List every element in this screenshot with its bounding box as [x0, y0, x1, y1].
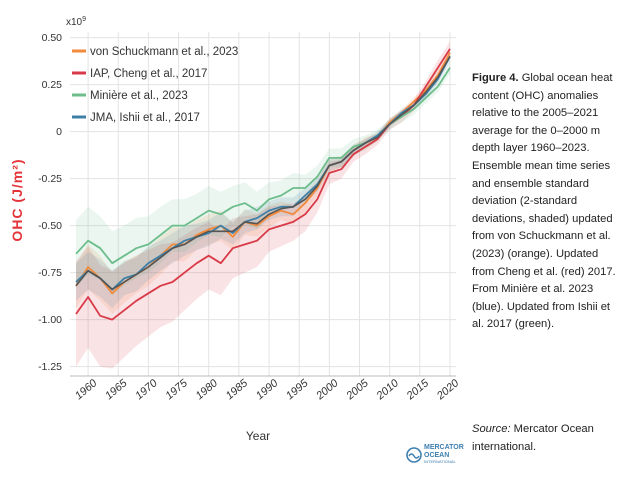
x-tick-label-9: 2005	[344, 377, 372, 403]
y-tick-label-5: -0.75	[38, 267, 62, 279]
y-tick-label-7: -1.25	[38, 361, 62, 373]
x-tick-label-1: 1965	[103, 377, 130, 402]
x-tick-label-5: 1985	[224, 377, 251, 402]
logo-line-3: INTERNATIONAL	[424, 459, 456, 464]
y-axis-multiplier: x109	[66, 16, 86, 28]
x-tick-label-2: 1970	[133, 377, 160, 402]
x-tick-label-0: 1960	[73, 377, 100, 402]
y-tick-label-3: -0.25	[38, 173, 62, 185]
y-tick-label-4: -0.50	[38, 220, 62, 232]
y-axis-ticks: 0.50 0.25 0 -0.25 -0.50 -0.75 -1.00 -1.25	[38, 32, 62, 373]
x-tick-label-6: 1990	[254, 377, 281, 402]
x-axis-ticks: 1960 1965 1970 1975 1980 1985 1990 1995 2000 2005…	[73, 377, 462, 403]
x-tick-label-4: 1980	[194, 377, 221, 402]
y-axis-title: OHC (J/m²)	[9, 158, 25, 241]
chart-grid	[70, 32, 456, 377]
figure-caption: Figure 4. Global ocean heat content (OHC…	[472, 70, 622, 334]
figure-label: Figure 4.	[472, 72, 519, 84]
source-label: Source:	[472, 423, 511, 435]
x-axis-title: Year	[246, 429, 270, 443]
x-tick-label-12: 2020	[434, 377, 462, 403]
series-lines	[75, 48, 451, 321]
logo-line-1: MERCATOR	[424, 444, 464, 451]
legend-label-2: Minière et al., 2023	[90, 90, 188, 102]
legend-label-0: von Schuckmann et al., 2023	[90, 46, 238, 58]
figure-source: Source: Mercator Ocean international.	[472, 421, 622, 456]
line-ensemble-mean	[75, 55, 451, 291]
source-text: Mercator Ocean international.	[472, 423, 594, 453]
logo-wave-icon	[406, 447, 422, 463]
y-tick-label-0: 0.50	[42, 32, 63, 44]
x-tick-label-11: 2015	[404, 377, 432, 403]
x-tick-label-3: 1975	[163, 377, 190, 402]
mercator-ocean-logo: MERCATOR OCEAN INTERNATIONAL	[406, 444, 464, 464]
band-series-3	[76, 50, 450, 309]
x-tick-label-10: 2010	[374, 377, 402, 403]
legend-label-3: JMA, Ishii et al., 2017	[90, 112, 200, 124]
x-tick-label-7: 1995	[284, 377, 311, 402]
band-series-2	[76, 62, 450, 296]
x-tick-label-8: 2000	[313, 377, 341, 403]
legend: von Schuckmann et al., 2023 IAP, Cheng et…	[72, 46, 238, 124]
legend-label-1: IAP, Cheng et al., 2017	[90, 68, 207, 80]
y-tick-label-2: 0	[56, 126, 62, 138]
band-series-1	[76, 41, 450, 369]
figure-caption-text: Global ocean heat content (OHC) anomalie…	[472, 72, 616, 331]
y-tick-label-1: 0.25	[42, 79, 63, 91]
logo-line-2: OCEAN	[424, 452, 449, 459]
y-tick-label-6: -1.00	[38, 314, 62, 326]
